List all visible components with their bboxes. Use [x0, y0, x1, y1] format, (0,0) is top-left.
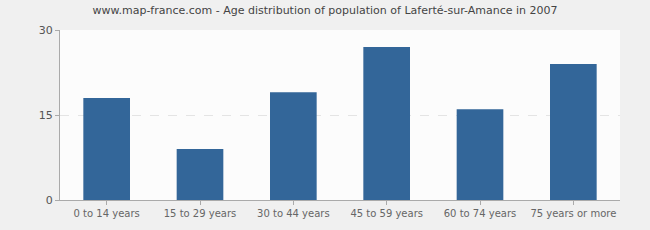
svg-text:30: 30	[39, 24, 53, 37]
svg-text:15: 15	[39, 109, 53, 122]
svg-text:30 to 44 years: 30 to 44 years	[257, 208, 330, 219]
svg-text:45 to 59 years: 45 to 59 years	[350, 208, 423, 219]
svg-text:0: 0	[46, 194, 53, 207]
svg-text:www.map-france.com - Age distr: www.map-france.com - Age distribution of…	[92, 4, 557, 17]
svg-text:75 years or more: 75 years or more	[530, 208, 616, 219]
svg-text:60 to 74 years: 60 to 74 years	[444, 208, 517, 219]
svg-text:0 to 14 years: 0 to 14 years	[74, 208, 140, 219]
svg-text:15 to 29 years: 15 to 29 years	[164, 208, 237, 219]
